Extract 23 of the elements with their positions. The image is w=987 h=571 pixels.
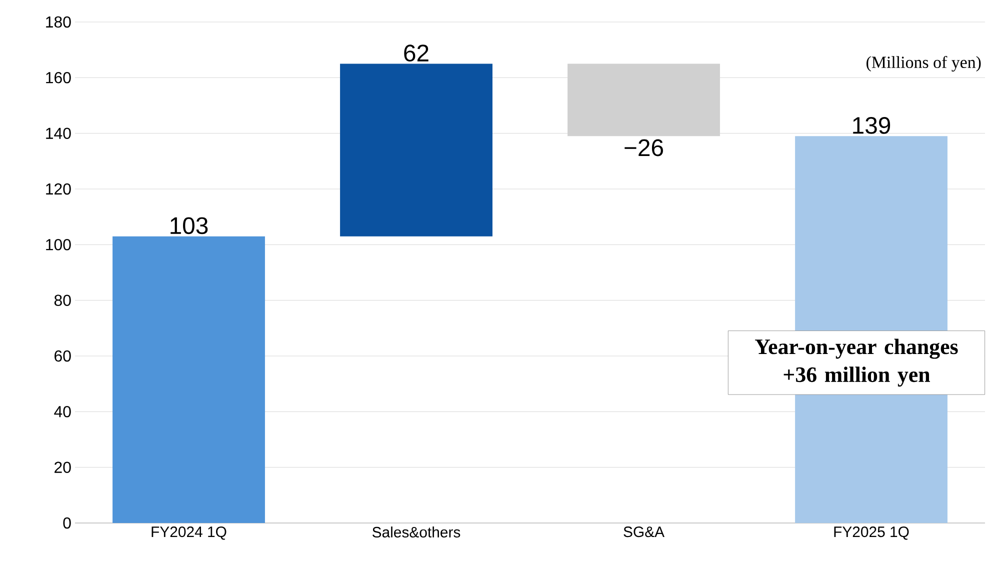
y-tick-label: 60: [54, 350, 71, 362]
annotation: Year-on-year changes +36 million yen: [755, 338, 958, 387]
y-tick-label: 160: [46, 72, 71, 84]
y-tick-label: 140: [46, 128, 71, 139]
data-label: 103: [170, 217, 208, 234]
x-tick-label: Sales&others: [372, 526, 460, 538]
y-tick-label: 20: [54, 462, 71, 473]
y-tick-label: 80: [54, 294, 71, 306]
y-tick-label: 0: [63, 517, 71, 529]
data-label: −26: [624, 139, 663, 156]
x-tick-label: FY2024 1Q: [152, 526, 226, 540]
y-tick-label: 180: [46, 16, 71, 28]
bar: [568, 64, 720, 136]
data-label: 62: [404, 44, 428, 62]
annotation: (Millions of yen): [866, 56, 981, 72]
y-tick-label: 40: [54, 406, 71, 418]
y-tick-label: 100: [46, 239, 71, 250]
y-tick-label: 120: [46, 183, 71, 195]
bar: [340, 64, 492, 236]
data-label: 139: [853, 117, 890, 134]
x-tick-label: SG&A: [624, 526, 664, 538]
bar: [112, 236, 265, 523]
x-tick-label: FY2025 1Q: [834, 526, 909, 540]
